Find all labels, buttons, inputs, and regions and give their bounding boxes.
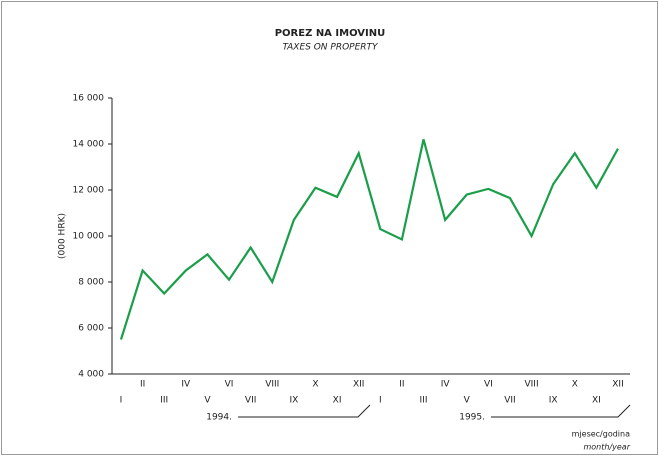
x-tick-label: II bbox=[399, 380, 404, 390]
x-tick-label: VIII bbox=[265, 380, 279, 390]
y-tick-label: 14 000 bbox=[73, 140, 105, 150]
x-tick-label: XI bbox=[333, 396, 342, 406]
x-tick-label: VII bbox=[504, 396, 515, 406]
line bbox=[119, 139, 619, 340]
x-tick-label: II bbox=[140, 380, 145, 390]
y-tick-label: 16 000 bbox=[73, 94, 105, 104]
x-tick-label: X bbox=[312, 380, 318, 390]
x-tick-label: V bbox=[204, 396, 211, 406]
x-tick-label: XI bbox=[592, 396, 601, 406]
year-label: 1995. bbox=[459, 413, 485, 423]
year-bracket bbox=[491, 404, 631, 418]
x-tick-label: XII bbox=[612, 380, 623, 390]
x-tick-label: V bbox=[464, 396, 471, 406]
x-tick-label: VI bbox=[225, 380, 234, 390]
x-axis-label: mjesec/godina bbox=[572, 430, 630, 439]
chart-subtitle: TAXES ON PROPERTY bbox=[282, 43, 379, 53]
x-tick-label: IX bbox=[289, 396, 298, 406]
x-tick-label: IV bbox=[441, 380, 451, 390]
x-tick-label: XII bbox=[353, 380, 364, 390]
x-tick-label: IX bbox=[549, 396, 558, 406]
x-tick-label: I bbox=[379, 396, 382, 406]
x-axis-label-en: month/year bbox=[583, 443, 630, 452]
y-tick-label: 8 000 bbox=[78, 278, 104, 288]
x-tick-label: X bbox=[572, 380, 578, 390]
y-tick-label: 6 000 bbox=[78, 324, 104, 334]
x-tick-label: III bbox=[160, 396, 168, 406]
x-tick-label: I bbox=[120, 396, 123, 406]
y-axis-label: (000 HRK) bbox=[58, 213, 68, 259]
y-tick-label: 4 000 bbox=[78, 370, 104, 380]
year-label: 1994. bbox=[206, 413, 232, 423]
chart-title: POREZ NA IMOVINU bbox=[275, 28, 386, 39]
y-tick-label: 10 000 bbox=[73, 232, 105, 242]
x-tick-label: III bbox=[420, 396, 428, 406]
x-tick-label: IV bbox=[181, 380, 191, 390]
y-tick-label: 12 000 bbox=[73, 186, 105, 196]
x-tick-label: VII bbox=[245, 396, 256, 406]
year-bracket bbox=[238, 404, 371, 418]
x-tick-label: VI bbox=[484, 380, 493, 390]
x-tick-label: VIII bbox=[525, 380, 539, 390]
